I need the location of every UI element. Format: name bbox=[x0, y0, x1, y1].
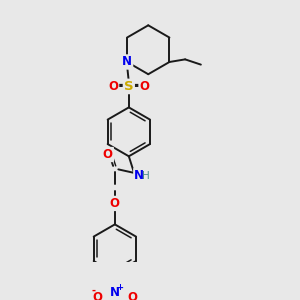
Text: O: O bbox=[110, 197, 120, 210]
Text: N: N bbox=[134, 169, 144, 182]
Text: N: N bbox=[110, 286, 120, 299]
Text: -: - bbox=[91, 286, 95, 296]
Text: O: O bbox=[127, 291, 137, 300]
Text: +: + bbox=[117, 283, 124, 292]
Text: O: O bbox=[140, 80, 149, 93]
Text: S: S bbox=[124, 80, 134, 93]
Text: O: O bbox=[103, 148, 113, 161]
Text: N: N bbox=[122, 56, 132, 68]
Text: O: O bbox=[92, 291, 102, 300]
Text: O: O bbox=[108, 80, 118, 93]
Text: H: H bbox=[142, 171, 150, 182]
